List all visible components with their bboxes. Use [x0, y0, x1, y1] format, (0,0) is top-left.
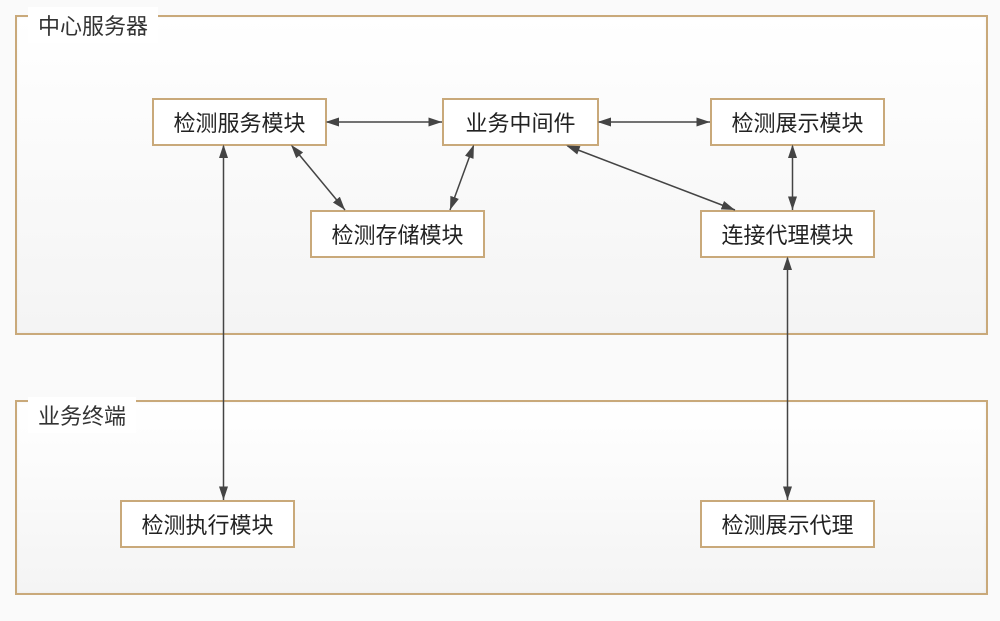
node-display-module: 检测展示模块	[710, 98, 885, 146]
node-proxy-module: 连接代理模块	[700, 210, 875, 258]
node-label: 业务中间件	[465, 106, 575, 138]
node-label: 检测服务模块	[173, 106, 305, 138]
node-label: 检测执行模块	[141, 508, 273, 540]
panel-terminal	[15, 400, 988, 595]
node-label: 检测展示代理	[721, 508, 853, 540]
node-exec-module: 检测执行模块	[120, 500, 295, 548]
diagram-canvas: 中心服务器 业务终端 检测服务模块 业务中间件 检测展示模块 检测存储模块 连接…	[10, 10, 1000, 611]
node-label: 检测展示模块	[731, 106, 863, 138]
node-storage-module: 检测存储模块	[310, 210, 485, 258]
node-display-agent: 检测展示代理	[700, 500, 875, 548]
panel-terminal-title: 业务终端	[28, 397, 136, 433]
node-label: 连接代理模块	[721, 218, 853, 250]
panel-server	[15, 15, 988, 335]
node-label: 检测存储模块	[331, 218, 463, 250]
panel-server-title: 中心服务器	[28, 7, 158, 43]
node-middleware: 业务中间件	[442, 98, 599, 146]
node-detect-service: 检测服务模块	[152, 98, 327, 146]
